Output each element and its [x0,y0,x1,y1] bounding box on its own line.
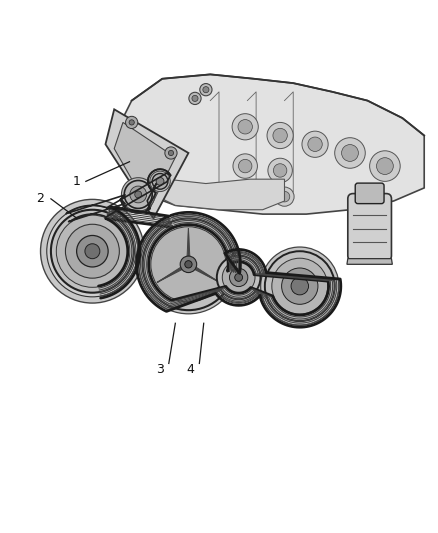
Circle shape [268,158,292,183]
Circle shape [156,177,164,185]
Circle shape [335,138,365,168]
Circle shape [65,224,119,278]
Circle shape [185,261,192,268]
Circle shape [139,199,151,212]
Text: 3: 3 [156,362,164,376]
Circle shape [189,92,201,104]
Polygon shape [114,123,175,210]
Polygon shape [106,109,188,219]
Circle shape [129,120,134,125]
Circle shape [230,268,248,287]
Circle shape [267,123,293,149]
Circle shape [279,191,290,202]
Circle shape [222,261,255,294]
FancyBboxPatch shape [348,193,392,261]
Circle shape [41,199,144,303]
Circle shape [282,268,318,304]
Circle shape [47,206,138,297]
Circle shape [261,247,339,325]
Circle shape [77,236,108,267]
Polygon shape [119,161,285,210]
Text: 1: 1 [73,175,81,188]
Circle shape [135,191,142,198]
Text: 4: 4 [187,362,194,376]
Circle shape [272,258,328,314]
Circle shape [275,187,294,206]
Circle shape [124,181,152,208]
Circle shape [139,215,238,314]
Circle shape [130,186,147,203]
Polygon shape [347,259,392,264]
Circle shape [121,177,155,211]
Circle shape [85,244,100,259]
Circle shape [238,119,252,134]
Circle shape [150,171,170,191]
Circle shape [235,273,243,281]
Circle shape [265,251,335,321]
Circle shape [240,187,251,198]
FancyBboxPatch shape [355,183,384,204]
Circle shape [377,158,393,174]
Circle shape [233,154,258,179]
Circle shape [273,128,287,143]
Circle shape [200,84,212,96]
Circle shape [291,277,308,295]
Text: 2: 2 [36,192,44,205]
Circle shape [203,87,209,93]
Circle shape [370,151,400,181]
Circle shape [180,256,197,272]
Circle shape [143,219,234,310]
Circle shape [168,150,173,156]
Circle shape [151,227,226,302]
Circle shape [238,159,252,173]
Circle shape [51,210,134,293]
Circle shape [142,203,148,208]
Circle shape [217,256,261,299]
Circle shape [214,252,264,303]
Circle shape [342,144,358,161]
Circle shape [152,174,168,189]
Circle shape [308,137,322,151]
Circle shape [302,131,328,157]
Circle shape [57,215,128,287]
Circle shape [232,114,258,140]
Circle shape [126,116,138,128]
Circle shape [273,164,287,177]
Polygon shape [119,75,424,214]
Circle shape [165,147,177,159]
Circle shape [236,183,255,202]
Circle shape [192,95,198,101]
